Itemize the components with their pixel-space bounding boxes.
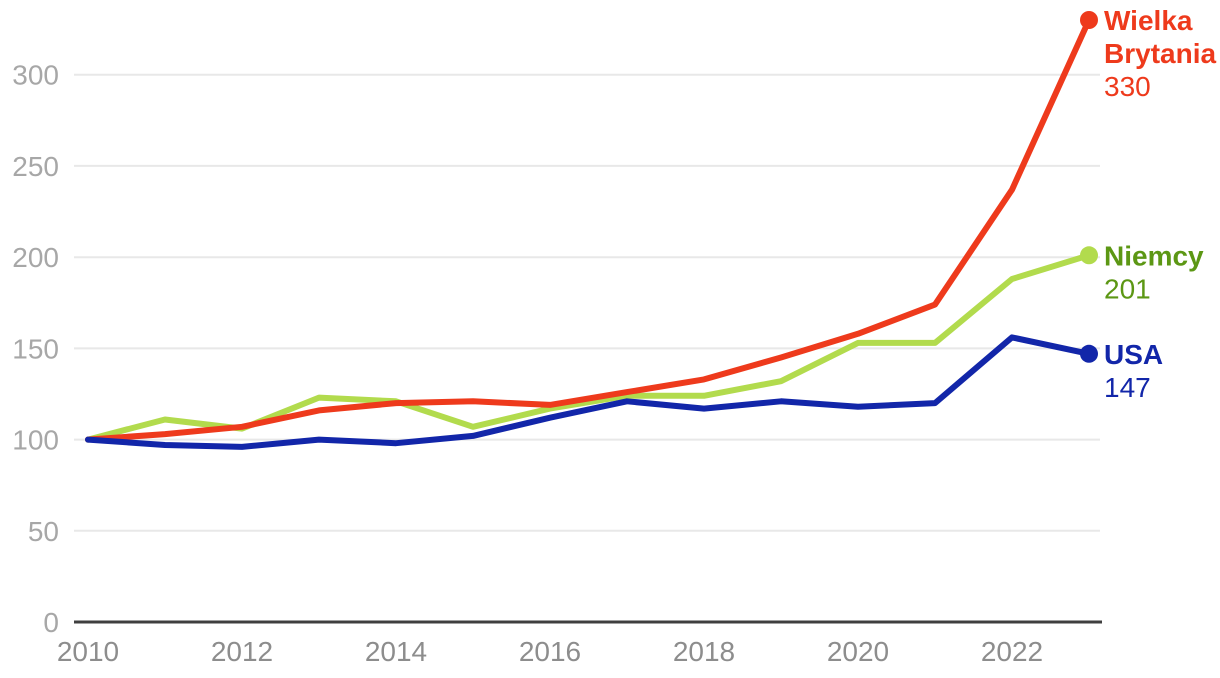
series-value-label-niemcy: 201 <box>1104 273 1151 304</box>
y-tick-label-0: 0 <box>43 607 59 638</box>
series-value-label-wielka-brytania: 330 <box>1104 71 1151 102</box>
series-endpoint-wielka-brytania <box>1080 11 1098 29</box>
y-tick-labels-group: 0 50 100 150 200 250 300 <box>12 60 59 638</box>
y-tick-label-250: 250 <box>12 151 59 182</box>
gridlines-group <box>74 73 1100 532</box>
series-line-wielka-brytania <box>85 17 1092 443</box>
y-tick-label-50: 50 <box>28 516 59 547</box>
series-endpoints-group <box>1080 11 1098 363</box>
x-tick-label-2014: 2014 <box>365 636 427 667</box>
series-name-label-wielka-brytania: Wielka <box>1104 5 1193 36</box>
x-tick-label-2012: 2012 <box>211 636 273 667</box>
x-tick-label-2016: 2016 <box>519 636 581 667</box>
series-endpoint-usa <box>1080 344 1098 363</box>
x-tick-label-2022: 2022 <box>981 636 1043 667</box>
x-tick-label-2010: 2010 <box>57 636 119 667</box>
y-tick-label-100: 100 <box>12 425 59 456</box>
series-name-label-wielka-brytania: Brytania <box>1104 38 1216 69</box>
series-endpoint-niemcy <box>1080 246 1098 265</box>
series-lines-group <box>85 17 1092 450</box>
x-tick-labels-group: 2010 2012 2014 2016 2018 2020 2022 <box>57 636 1043 667</box>
series-name-label-niemcy: Niemcy <box>1104 240 1204 271</box>
series-name-label-usa: USA <box>1104 339 1163 370</box>
y-tick-label-300: 300 <box>12 60 59 91</box>
y-tick-label-150: 150 <box>12 333 59 364</box>
series-line-usa <box>85 334 1092 450</box>
y-tick-label-200: 200 <box>12 242 59 273</box>
series-value-label-usa: 147 <box>1104 372 1151 403</box>
x-tick-label-2018: 2018 <box>673 636 735 667</box>
x-tick-label-2020: 2020 <box>827 636 889 667</box>
